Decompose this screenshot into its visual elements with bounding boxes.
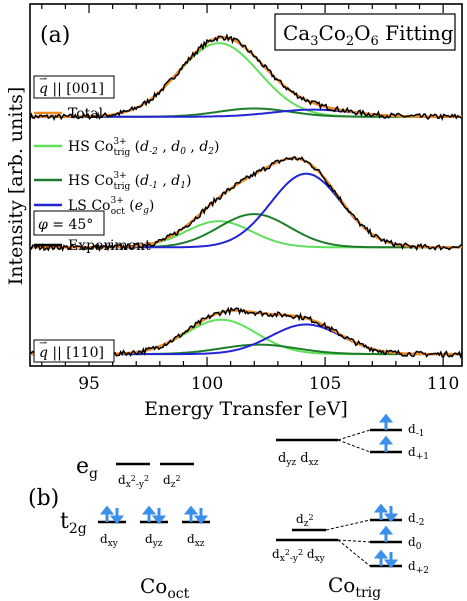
x-axis-label: Energy Transfer [eV] bbox=[144, 398, 348, 420]
spin-down-arrow bbox=[193, 508, 209, 525]
trig-dz2: dz2 bbox=[296, 512, 314, 529]
spin-up-arrow bbox=[373, 549, 389, 566]
legend-label-hs-a: HS Co3+ trig (d-2 , d0 , d2) bbox=[68, 137, 220, 158]
orbital-dxz: dxz bbox=[187, 532, 205, 549]
trig-upper-orbitals: dyz dxz bbox=[278, 451, 319, 468]
spin-down-arrow bbox=[383, 552, 399, 569]
spin-up-arrow bbox=[378, 525, 394, 542]
spin-up-arrow bbox=[378, 413, 394, 430]
trig-lower-orbitals: dx2-y2 dxy bbox=[272, 547, 326, 564]
panel-label-45: φ = 45° bbox=[33, 210, 105, 236]
svg-text:q || [001]: q || [001] bbox=[39, 81, 104, 97]
spin-up-arrow bbox=[373, 503, 389, 520]
energy-level-schematic: (b) eg dx2-y2 dz2 t2g dxy dyz dxz Cooct … bbox=[28, 413, 429, 601]
co-trig-label: Cotrig bbox=[328, 573, 381, 601]
t2g-levels bbox=[98, 505, 210, 525]
x-tick-label: 95 bbox=[78, 374, 100, 394]
orbital-dyz: dyz bbox=[145, 532, 163, 549]
x-tick-label: 100 bbox=[191, 374, 223, 394]
spin-down-arrow bbox=[151, 508, 167, 525]
trig-levels bbox=[370, 413, 402, 569]
spin-up-arrow bbox=[183, 505, 199, 522]
trig-d+1: d+1 bbox=[408, 445, 429, 462]
panel-label-001: q || [001] ⇀ bbox=[33, 74, 115, 99]
plot-frame bbox=[29, 3, 463, 367]
chart-title-box: Ca3Co2O6 Fitting bbox=[274, 13, 456, 51]
legend-label-experiment: Experiment bbox=[68, 238, 151, 254]
chart-title: Ca3Co2O6 Fitting bbox=[283, 21, 454, 49]
y-axis-label: Intensity [arb. units] bbox=[5, 87, 27, 286]
panel-label-110: q || [110] ⇀ bbox=[33, 338, 115, 363]
panel-label-a: (a) bbox=[40, 23, 70, 48]
svg-text:q || [110]: q || [110] bbox=[39, 345, 104, 361]
spin-up-arrow bbox=[141, 505, 157, 522]
t2g-label: t2g bbox=[60, 509, 87, 537]
spin-down-arrow bbox=[109, 508, 125, 525]
trig-d0: d0 bbox=[408, 535, 422, 552]
orbital-dz2: dz2 bbox=[163, 473, 181, 490]
legend-label-hs-b: HS Co3+ trig (d-1 , d1) bbox=[68, 171, 191, 192]
co-oct-label: Cooct bbox=[140, 574, 190, 601]
trig-d-1: d-1 bbox=[408, 422, 424, 439]
eg-label: eg bbox=[76, 454, 98, 482]
panel-label-b: (b) bbox=[28, 486, 59, 511]
experiment-curve-0 bbox=[29, 33, 463, 122]
spin-down-arrow bbox=[383, 506, 399, 523]
x-axis-ticks: 95 100 105 110 bbox=[41, 4, 459, 394]
orbital-dxy: dxy bbox=[100, 532, 119, 549]
spin-up-arrow bbox=[99, 505, 115, 522]
x-tick-label: 110 bbox=[427, 374, 459, 394]
svg-text:⇀: ⇀ bbox=[39, 338, 48, 349]
x-tick-label: 105 bbox=[309, 374, 341, 394]
experiment-curve-1 bbox=[29, 156, 463, 253]
svg-text:⇀: ⇀ bbox=[39, 74, 48, 85]
trig-d+2: d+2 bbox=[408, 559, 429, 576]
spin-up-arrow bbox=[378, 435, 394, 452]
svg-text:φ = 45°: φ = 45° bbox=[38, 217, 93, 233]
legend-label-total: Total bbox=[68, 106, 104, 122]
legend-label-ls: LS Co3+ oct (eg) bbox=[68, 196, 154, 217]
orbital-dx2y2: dx2-y2 bbox=[118, 473, 149, 490]
trig-d-2: d-2 bbox=[408, 511, 424, 528]
